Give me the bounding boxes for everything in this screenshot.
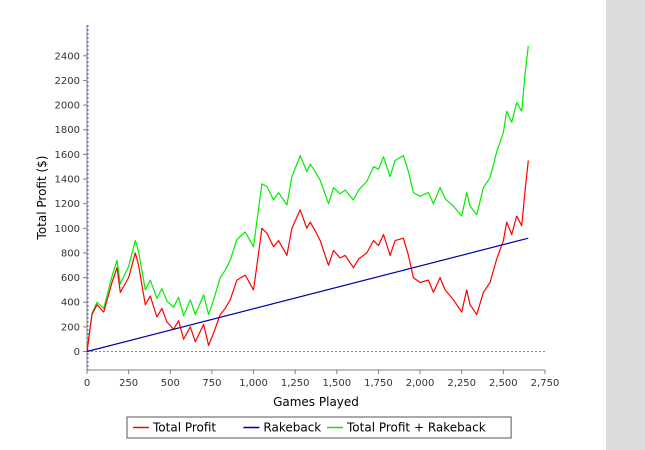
y-tick-label: 2000 [55, 101, 80, 112]
series-line-rakeback [86, 237, 529, 353]
x-axis-title: Games Played [273, 395, 359, 409]
legend-box [126, 416, 512, 439]
legend-label: Rakeback [263, 421, 321, 435]
y-tick-label: 1200 [55, 199, 80, 210]
y-tick-label: 800 [61, 248, 80, 259]
x-tick-label: 2,500 [489, 378, 518, 389]
side-panel [606, 0, 645, 450]
series-line-total-profit-rakeback [86, 45, 529, 352]
y-tick-label: 600 [61, 273, 80, 284]
y-tick-label: 0 [74, 347, 80, 358]
x-tick-label: 1,000 [239, 378, 268, 389]
x-tick-label: 1,250 [281, 378, 310, 389]
y-tick-label: 1600 [55, 150, 80, 161]
y-tick-label: 2200 [55, 76, 80, 87]
y-tick-label: 2400 [55, 51, 80, 62]
x-tick-label: 2,750 [531, 378, 560, 389]
x-tick-label: 750 [202, 378, 221, 389]
y-tick-label: 1000 [55, 224, 80, 235]
x-tick-label: 1,500 [322, 378, 351, 389]
x-tick-label: 0 [84, 378, 90, 389]
y-tick-label: 200 [61, 322, 80, 333]
x-tick-label: 500 [161, 378, 180, 389]
x-tick-label: 2,000 [406, 378, 435, 389]
series-line-total-profit [86, 160, 529, 352]
y-tick-label: 1400 [55, 175, 80, 186]
y-axis-title: Total Profit ($) [35, 156, 49, 241]
y-tick-label: 400 [61, 298, 80, 309]
y-tick-label: 1800 [55, 125, 80, 136]
x-tick-label: 1,750 [364, 378, 393, 389]
legend-label: Total Profit [152, 421, 216, 435]
x-tick-label: 250 [119, 378, 138, 389]
legend-label: Total Profit + Rakeback [346, 421, 486, 435]
x-tick-label: 2,250 [447, 378, 476, 389]
